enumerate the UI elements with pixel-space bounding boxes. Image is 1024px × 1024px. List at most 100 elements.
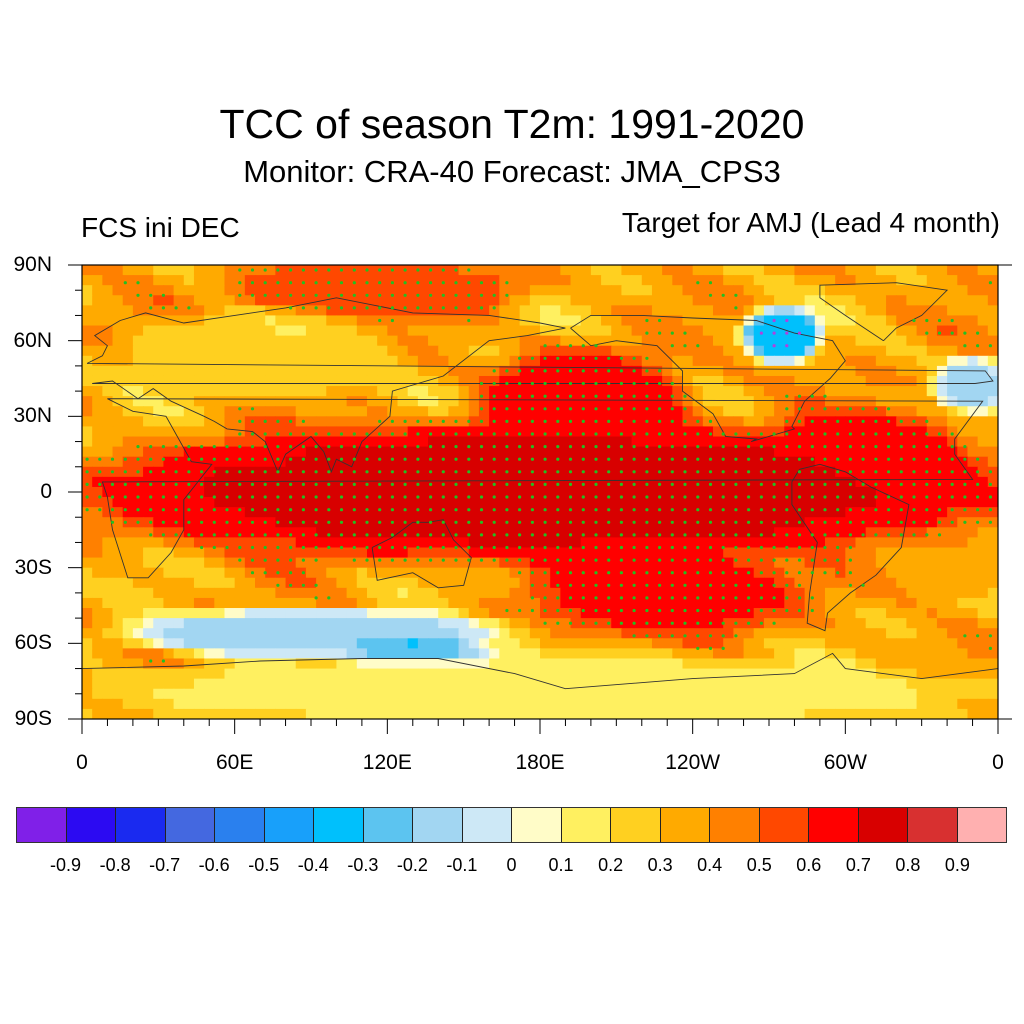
significance-marker: [747, 445, 751, 449]
field-cell: [957, 446, 969, 458]
field-cell: [244, 275, 256, 286]
field-cell: [204, 507, 215, 518]
field-cell: [621, 527, 633, 538]
field-cell: [601, 678, 612, 690]
significance-marker: [123, 281, 127, 285]
field-cell: [967, 708, 979, 719]
significance-marker: [708, 508, 713, 512]
field-cell: [285, 577, 297, 589]
field-cell: [601, 648, 612, 660]
significance-marker: [518, 482, 522, 486]
significance-marker: [289, 508, 293, 512]
field-cell: [886, 628, 897, 639]
field-cell: [428, 597, 439, 609]
field-cell: [947, 265, 958, 276]
field-cell: [366, 567, 378, 579]
field-cell: [397, 295, 409, 306]
field-cell: [458, 708, 470, 719]
field-cell: [417, 305, 429, 317]
significance-marker: [378, 533, 382, 537]
field-cell: [947, 355, 958, 367]
significance-marker: [110, 495, 115, 499]
field-cell: [397, 587, 409, 599]
field-cell: [967, 507, 979, 518]
field-cell: [234, 698, 246, 710]
field-cell: [743, 345, 755, 357]
field-cell: [794, 577, 806, 589]
significance-marker: [454, 293, 458, 297]
field-cell: [672, 476, 684, 488]
field-cell: [672, 517, 684, 528]
field-cell: [234, 678, 246, 690]
field-cell: [193, 547, 205, 559]
significance-marker: [136, 293, 140, 297]
field-cell: [326, 396, 338, 407]
field-cell: [143, 275, 154, 286]
significance-marker: [645, 407, 649, 411]
significance-marker: [136, 457, 140, 461]
field-cell: [193, 265, 205, 276]
field-cell: [163, 335, 175, 347]
field-cell: [428, 497, 439, 508]
field-cell: [947, 386, 958, 397]
field-cell: [112, 386, 124, 397]
field-cell: [316, 567, 327, 579]
significance-marker: [925, 508, 929, 512]
significance-marker: [594, 419, 598, 423]
field-cell: [143, 567, 154, 579]
field-cell: [906, 698, 918, 710]
field-cell: [214, 396, 226, 407]
field-cell: [153, 537, 165, 549]
significance-marker: [505, 432, 509, 436]
field-cell: [275, 406, 287, 417]
field-cell: [865, 577, 877, 589]
significance-marker: [454, 432, 458, 436]
field-cell: [845, 365, 857, 377]
significance-marker: [200, 545, 204, 550]
field-cell: [346, 507, 358, 518]
field-cell: [641, 265, 653, 276]
field-cell: [255, 688, 266, 700]
field-cell: [132, 396, 144, 407]
field-cell: [570, 698, 582, 710]
field-cell: [214, 436, 226, 448]
field-cell: [560, 406, 572, 417]
field-cell: [183, 507, 195, 518]
field-cell: [794, 365, 806, 377]
field-cell: [193, 557, 205, 569]
significance-marker: [416, 268, 420, 272]
significance-marker: [734, 508, 738, 512]
field-cell: [438, 507, 449, 518]
field-cell: [651, 497, 663, 508]
field-cell: [163, 638, 175, 649]
field-cell: [814, 587, 826, 599]
significance-marker: [225, 457, 229, 461]
field-cell: [285, 618, 297, 629]
significance-marker: [568, 533, 573, 537]
field-cell: [468, 517, 480, 528]
field-cell: [438, 638, 449, 649]
field-cell: [865, 597, 877, 609]
field-cell: [428, 416, 439, 428]
field-cell: [478, 608, 490, 619]
field-cell: [672, 416, 684, 428]
field-cell: [478, 466, 490, 478]
field-cell: [916, 466, 928, 478]
field-cell: [733, 708, 745, 719]
field-cell: [774, 557, 785, 569]
field-cell: [458, 618, 470, 629]
field-cell: [102, 335, 114, 347]
field-cell: [478, 638, 490, 649]
significance-marker: [759, 445, 764, 449]
field-cell: [957, 416, 969, 428]
field-cell: [234, 325, 246, 337]
field-cell: [468, 365, 480, 377]
field-cell: [723, 305, 734, 317]
field-cell: [580, 375, 592, 387]
field-cell: [977, 446, 989, 458]
field-cell: [590, 577, 602, 589]
field-cell: [255, 396, 266, 407]
field-cell: [92, 537, 103, 549]
significance-marker: [263, 432, 267, 436]
significance-marker: [810, 445, 814, 449]
